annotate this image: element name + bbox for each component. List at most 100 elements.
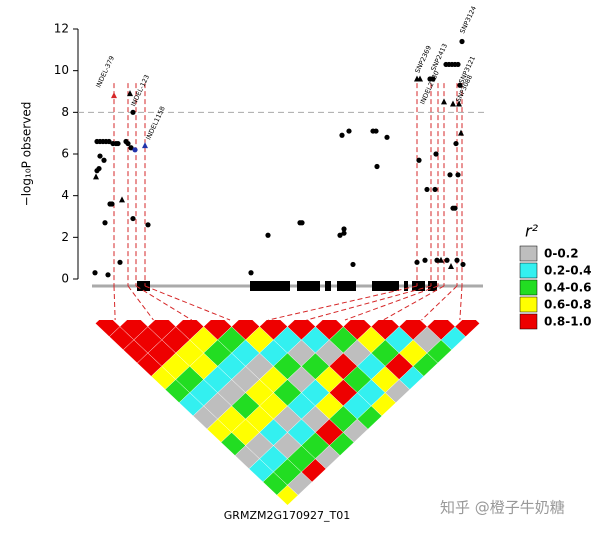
- snp-link: [459, 285, 463, 321]
- point: [444, 257, 450, 263]
- legend-swatch: [519, 279, 538, 296]
- snp-annotation: INDEL1158: [144, 105, 166, 141]
- legend-swatch: [519, 245, 538, 262]
- y-axis-label: −log₁₀P observed: [20, 102, 34, 207]
- legend-label: 0.4-0.6: [544, 281, 592, 295]
- point: [424, 186, 430, 193]
- point: [339, 132, 345, 138]
- point: [438, 256, 444, 263]
- snp-link: [268, 285, 418, 321]
- snp-link: [113, 285, 116, 321]
- point: [458, 129, 464, 136]
- y-tick-label: 10: [54, 63, 69, 77]
- exon: [250, 281, 290, 291]
- point: [373, 128, 379, 134]
- legend-swatch: [519, 296, 538, 313]
- point: [299, 220, 305, 226]
- point: [452, 205, 458, 211]
- point: [117, 259, 123, 265]
- point: [102, 220, 108, 226]
- legend-swatch: [519, 262, 538, 279]
- point: [441, 98, 447, 105]
- y-tick-label: 6: [61, 147, 69, 161]
- y-tick-label: 4: [61, 188, 69, 202]
- point: [455, 172, 461, 178]
- point: [430, 76, 436, 82]
- ld-heatmap: [92, 320, 483, 505]
- exon: [325, 281, 331, 291]
- point: [341, 230, 347, 236]
- snp-link: [421, 285, 458, 321]
- point: [96, 165, 102, 172]
- point: [455, 61, 461, 68]
- point: [125, 140, 131, 147]
- point: [130, 215, 136, 222]
- snp-annotation: INDEL-379: [94, 55, 116, 89]
- snp-annotation: SNP3124: [458, 5, 478, 35]
- point: [127, 90, 133, 97]
- y-tick-label: 12: [54, 22, 69, 36]
- point: [106, 138, 112, 145]
- point: [109, 201, 115, 207]
- point: [414, 259, 420, 265]
- legend-label: 0.6-0.8: [544, 298, 592, 312]
- point: [115, 140, 121, 147]
- point: [416, 157, 422, 163]
- point: [422, 257, 428, 263]
- point: [450, 100, 456, 107]
- point: [337, 232, 343, 238]
- exon: [404, 281, 408, 291]
- point: [457, 82, 463, 88]
- snp-annotation: INDEL2730: [418, 70, 440, 106]
- snp-link: [344, 285, 439, 321]
- point: [433, 151, 439, 157]
- legend-title: r²: [525, 222, 539, 241]
- point: [128, 145, 134, 151]
- exon: [372, 281, 399, 291]
- snp-annotation: INDEL-123: [129, 73, 151, 107]
- point: [111, 92, 117, 99]
- snp-link: [144, 285, 231, 321]
- y-tick-label: 0: [61, 272, 69, 286]
- legend-swatch: [519, 313, 538, 330]
- snp-link: [383, 285, 445, 321]
- point: [92, 270, 98, 276]
- point: [460, 261, 466, 268]
- exon: [297, 281, 320, 291]
- point: [142, 142, 148, 149]
- point: [454, 257, 460, 263]
- point: [453, 140, 459, 147]
- gene-label: GRMZM2G170927_T01: [224, 509, 350, 522]
- snp-link: [127, 285, 154, 321]
- y-tick-label: 8: [61, 105, 69, 119]
- point: [350, 261, 356, 268]
- point: [145, 222, 151, 228]
- point: [119, 196, 125, 203]
- y-tick-label: 2: [61, 230, 69, 244]
- point: [248, 270, 254, 276]
- point: [384, 134, 390, 140]
- point: [448, 263, 454, 269]
- point: [97, 153, 103, 159]
- point: [105, 272, 111, 278]
- point: [265, 232, 271, 238]
- exon: [428, 281, 437, 291]
- point: [459, 38, 465, 45]
- point: [130, 109, 136, 115]
- watermark: 知乎 @橙子牛奶糖: [440, 499, 565, 517]
- legend-label: 0-0.2: [544, 247, 579, 261]
- exon: [337, 281, 356, 291]
- point: [456, 100, 462, 107]
- legend-label: 0.2-0.4: [544, 264, 592, 278]
- exon: [412, 281, 425, 291]
- point: [434, 257, 440, 263]
- point: [447, 172, 453, 178]
- exon: [137, 281, 150, 291]
- point: [374, 163, 380, 170]
- legend-label: 0.8-1.0: [544, 315, 592, 329]
- point: [93, 173, 99, 180]
- point: [417, 75, 423, 82]
- snp-annotation: SNP2413: [429, 42, 449, 72]
